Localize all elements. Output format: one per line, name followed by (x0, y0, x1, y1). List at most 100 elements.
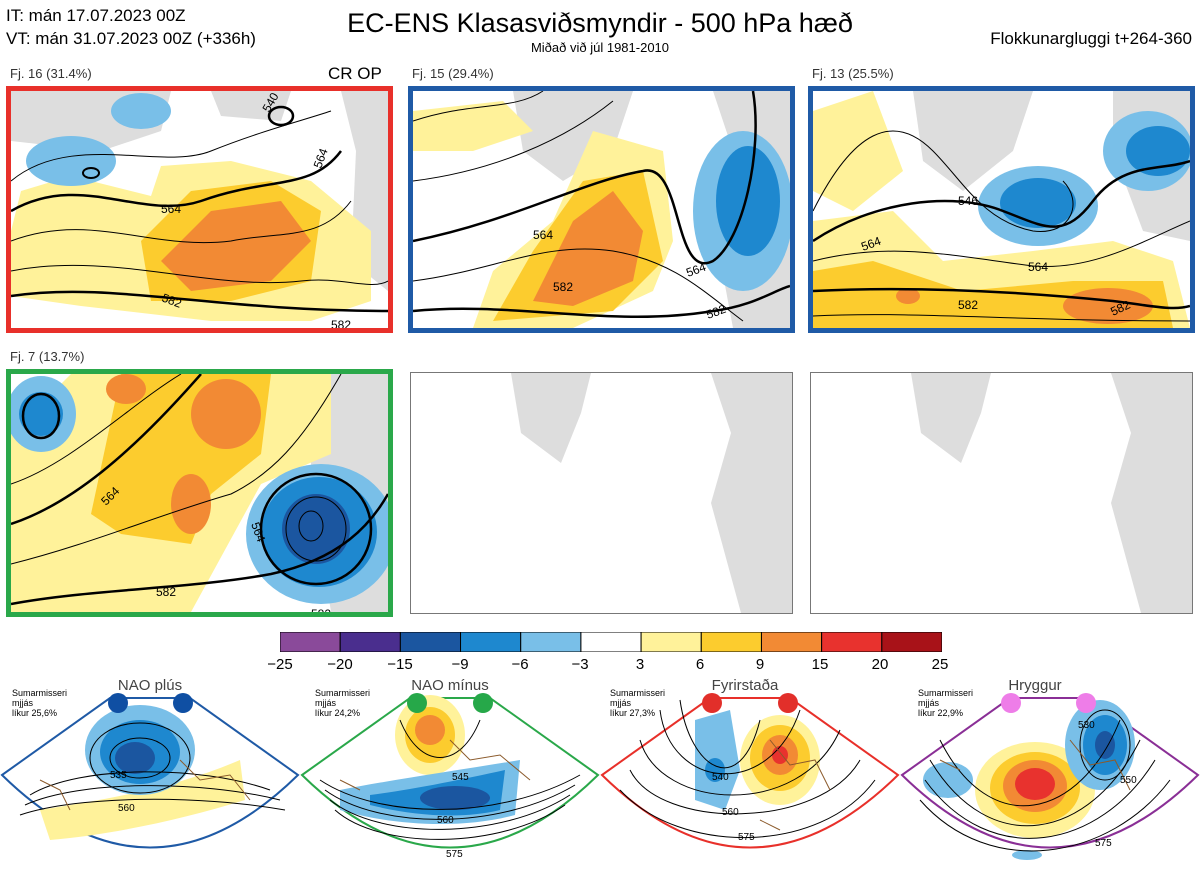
regime-marker-dot (1001, 693, 1021, 713)
regime-map-nao-plus: 535 560 (0, 693, 300, 849)
anomaly-positive-strong (171, 474, 211, 534)
contour-label: 564 (311, 146, 331, 170)
anomaly-positive-weak (413, 101, 533, 151)
contour-label: 575 (446, 849, 463, 860)
colorbar-swatch (881, 632, 942, 652)
land-greenland (513, 91, 633, 181)
contour-line (324, 784, 576, 820)
colorbar-swatch (700, 632, 762, 652)
contour-line (319, 774, 581, 810)
contour-line (21, 392, 61, 440)
page-subtitle: Miðað við júl 1981-2010 (530, 40, 670, 55)
contour-label: 582 (160, 291, 184, 311)
anomaly-positive-strong (415, 715, 445, 745)
cr-op-label: CR OP (328, 64, 382, 83)
anomaly-negative-moderate (705, 758, 725, 782)
panel-label-cluster-13: Fj. 13 (25.5%) (812, 66, 894, 81)
contour-line (813, 220, 1190, 268)
anomaly-positive-strong (1063, 288, 1153, 324)
colorbar-tick: −20 (327, 656, 353, 673)
contour-line (259, 472, 373, 586)
colorbar-tick: 9 (755, 656, 765, 673)
contour-line (679, 699, 761, 769)
anomaly-negative-weak (111, 93, 171, 129)
anomaly-positive-strong (533, 191, 643, 306)
regime-season: Sumarmisseri (315, 688, 371, 698)
contour-line (639, 729, 841, 796)
land-scandinavia (711, 373, 792, 613)
contour-label: 575 (1095, 838, 1112, 849)
regime-marker-dot (778, 693, 798, 713)
regime-title-blocking: Fyrirstaða (711, 677, 779, 694)
map-panel-empty (410, 372, 793, 614)
regime-title-nao-minus: NAO mínus (411, 677, 489, 694)
panel-label-cluster-16: Fj. 16 (31.4%) (10, 66, 92, 81)
regime-map-blocking: 540 560 575 (600, 693, 900, 849)
regime-season: Sumarmisseri (918, 688, 974, 698)
contour-label: 564 (161, 202, 181, 216)
map-panel-cluster-16: 540 564 564 582 582 (6, 86, 393, 333)
contour-line (413, 284, 790, 318)
colorbar-swatch (399, 632, 462, 652)
contour-line (11, 150, 342, 213)
coastline (939, 739, 1131, 791)
contour-line (24, 785, 281, 806)
regime-map-ridge: 530 550 575 (900, 693, 1200, 860)
colorbar-tick: −3 (571, 656, 589, 673)
colorbar-swatch (280, 632, 341, 652)
map-panel-cluster-15: 564 564 582 582 (408, 86, 795, 333)
anomaly-positive-extreme (1015, 768, 1055, 800)
regime-marker-dot (702, 693, 722, 713)
contour-label: 546 (958, 194, 978, 208)
contour-line (659, 709, 801, 775)
contour-line (413, 91, 757, 265)
anomaly-negative-strong (282, 494, 350, 564)
page-title: EC-ENS Klasasviðsmyndir - 500 hPa hæð (347, 8, 853, 38)
anomaly-negative-moderate (716, 146, 780, 256)
map-panel-cluster-7: 564 564 582 582 (6, 369, 393, 617)
colorbar-tick: −15 (387, 656, 413, 673)
initial-time: IT: mán 17.07.2023 00Z (6, 6, 186, 25)
regime-probability: líkur 25,6% (12, 708, 58, 718)
map-cluster-13: 546 564 564 582 582 (813, 91, 1190, 328)
anomaly-positive-weak (40, 760, 245, 840)
contour-label: 560 (437, 815, 454, 826)
contour-line (11, 290, 388, 313)
anomaly-positive-strong (106, 374, 146, 404)
land-scandinavia (1111, 373, 1192, 613)
contour-line (11, 374, 342, 565)
contour-line (89, 722, 191, 794)
contour-line (413, 91, 544, 122)
anomaly-positive-strong (896, 288, 920, 304)
colorbar-swatch (821, 632, 883, 652)
contour-line (11, 493, 388, 606)
contour-line (82, 167, 100, 179)
contour-line (11, 264, 388, 285)
anomaly-negative-moderate (1126, 126, 1190, 176)
colorbar-swatch (640, 632, 702, 652)
land-greenland (511, 373, 591, 463)
empty-map (511, 373, 792, 613)
regime-season: Sumarmisseri (610, 688, 666, 698)
regime-months: mjjás (610, 698, 632, 708)
regime-title-nao-plus: NAO plús (117, 677, 183, 694)
colorbar-tick: 25 (931, 656, 949, 673)
colorbar-swatch (520, 632, 582, 652)
empty-map (911, 373, 1192, 613)
anomaly-negative-weak (923, 762, 973, 798)
regime-months: mjjás (918, 698, 940, 708)
contour-line (619, 779, 876, 838)
panel-label-cluster-7: Fj. 7 (13.7%) (10, 349, 85, 364)
contour-line (399, 719, 481, 758)
colorbar-tick: −9 (451, 656, 469, 673)
contour-line (813, 287, 1190, 310)
land-greenland (911, 373, 991, 463)
contour-label: 564 (533, 228, 553, 242)
colorbar-tick: 3 (635, 656, 645, 673)
map-panel-empty (810, 372, 1193, 614)
valid-time: VT: mán 31.07.2023 00Z (+336h) (6, 29, 256, 48)
contour-label: 582 (958, 298, 978, 312)
contour-line (813, 159, 1190, 243)
run-info: IT: mán 17.07.2023 00Z VT: mán 31.07.202… (6, 4, 256, 50)
anomaly-positive-weak (813, 91, 903, 211)
